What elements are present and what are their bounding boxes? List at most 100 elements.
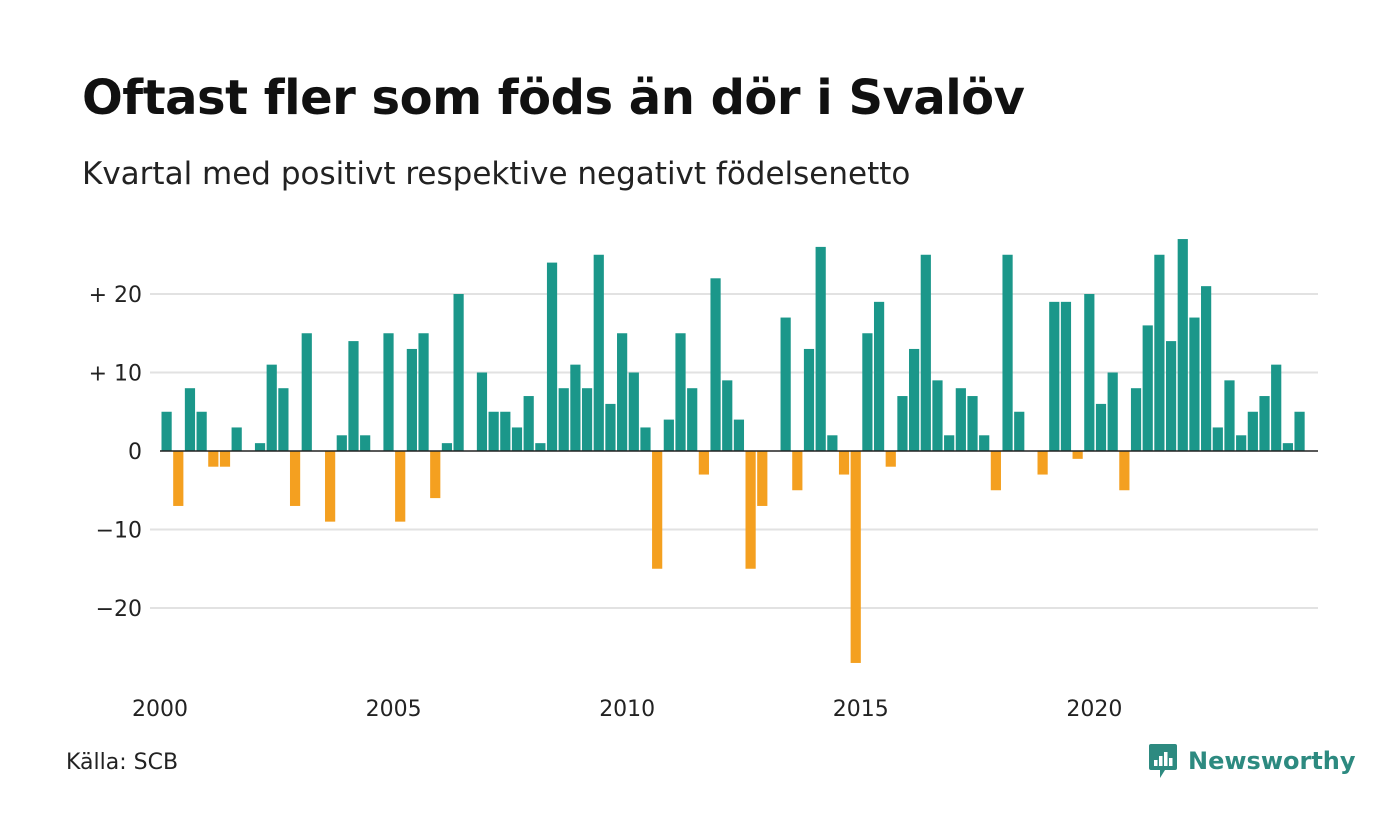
source-note: Källa: SCB xyxy=(66,750,179,775)
bar-positive xyxy=(675,333,686,451)
bar-positive xyxy=(184,388,196,451)
bar-positive xyxy=(605,403,616,451)
bar-positive xyxy=(511,427,523,451)
bar-positive xyxy=(558,388,569,451)
bar-positive xyxy=(476,372,488,451)
x-tick-label: 2000 xyxy=(132,697,188,722)
bar-positive xyxy=(967,396,978,451)
bar-positive xyxy=(909,348,920,451)
bar-positive xyxy=(500,411,511,451)
bar-positive xyxy=(1095,403,1107,451)
y-tick-label: −20 xyxy=(96,597,142,622)
bar-negative xyxy=(208,451,219,467)
y-tick-label: + 10 xyxy=(89,362,142,387)
bar-positive xyxy=(161,411,172,451)
y-tick-label: 0 xyxy=(128,440,142,465)
bar-positive xyxy=(815,246,826,451)
bar-positive xyxy=(803,348,815,451)
bar-positive xyxy=(1107,372,1118,451)
bar-positive xyxy=(254,443,266,451)
bar-positive xyxy=(1084,294,1095,451)
bar-positive xyxy=(687,388,698,451)
bar-positive xyxy=(862,333,873,451)
bar-positive xyxy=(1224,380,1235,451)
bar-positive xyxy=(1014,411,1025,451)
bar-positive xyxy=(1294,411,1305,451)
brand-name: Newsworthy xyxy=(1188,747,1356,775)
bar-positive xyxy=(617,333,628,451)
bar-positive xyxy=(640,427,651,451)
y-tick-label: + 20 xyxy=(89,283,142,308)
bar-negative xyxy=(219,451,231,467)
bar-positive xyxy=(920,254,931,451)
bar-negative xyxy=(1119,451,1130,491)
bar-negative xyxy=(990,451,1001,491)
bar-positive xyxy=(383,333,394,451)
bar-positive xyxy=(979,435,990,451)
bar-positive xyxy=(710,278,721,451)
bar-positive xyxy=(1282,443,1293,451)
newsworthy-logo-icon xyxy=(1149,744,1177,778)
bar-negative xyxy=(289,451,301,506)
bar-positive xyxy=(441,443,453,451)
bar-positive xyxy=(827,435,838,451)
bar-negative xyxy=(698,451,709,475)
bar-positive xyxy=(722,380,733,451)
bar-positive xyxy=(628,372,639,451)
bar-positive xyxy=(406,348,417,451)
bar-positive xyxy=(1130,388,1142,451)
bar-positive xyxy=(418,333,429,451)
x-tick-label: 2015 xyxy=(833,697,889,722)
bar-negative xyxy=(325,451,336,522)
bar-positive xyxy=(1259,396,1270,451)
y-axis-ticks: + 20 + 10 0 −10 −20 xyxy=(89,283,142,622)
x-tick-label: 2010 xyxy=(599,697,655,722)
bar-negative xyxy=(745,451,756,569)
bar-negative xyxy=(1072,451,1083,459)
bar-negative xyxy=(850,451,861,663)
grid-lines xyxy=(150,293,1318,609)
bar-negative xyxy=(838,451,850,475)
bar-negative xyxy=(173,451,184,506)
bar-positive xyxy=(488,411,499,451)
bar-positive xyxy=(231,427,242,451)
bar-positive xyxy=(663,419,674,451)
bar-positive xyxy=(1189,317,1200,451)
bar-positive xyxy=(348,341,359,451)
bar-negative xyxy=(395,451,406,522)
bar-positive xyxy=(453,294,464,451)
bar-positive xyxy=(535,443,546,451)
bar-positive xyxy=(1049,301,1060,451)
chart-subtitle: Kvartal med positivt respektive negativt… xyxy=(82,156,911,192)
bar-positive xyxy=(1154,254,1165,451)
bar-positive xyxy=(932,380,943,451)
bar-positive xyxy=(546,262,558,451)
bar-positive xyxy=(196,411,207,451)
bar-positive xyxy=(1060,301,1072,451)
bar-negative xyxy=(430,451,441,499)
bar-positive xyxy=(593,254,604,451)
bar-positive xyxy=(733,419,745,451)
bar-positive xyxy=(581,388,593,451)
bar-positive xyxy=(1212,427,1223,451)
bar-positive xyxy=(360,435,371,451)
bar-positive xyxy=(1165,341,1177,451)
bar-positive xyxy=(1142,325,1153,451)
bar-positive xyxy=(301,333,312,451)
bar-positive xyxy=(955,388,966,451)
bar-negative xyxy=(885,451,896,467)
x-tick-label: 2005 xyxy=(366,697,422,722)
bar-positive xyxy=(1002,254,1013,451)
bar-positive xyxy=(336,435,347,451)
x-axis-ticks: 2000 2005 2010 2015 2020 xyxy=(132,697,1122,722)
bar-positive xyxy=(1247,411,1258,451)
chart-title: Oftast fler som föds än dör i Svalöv xyxy=(82,70,1025,126)
bar-positive xyxy=(1236,435,1247,451)
bar-positive xyxy=(523,396,534,451)
bar-negative xyxy=(652,451,663,569)
bar-positive xyxy=(1201,286,1212,451)
bar-positive xyxy=(1271,364,1282,451)
bar-negative xyxy=(1037,451,1048,475)
y-tick-label: −10 xyxy=(96,519,142,544)
bar-positive xyxy=(278,388,289,451)
